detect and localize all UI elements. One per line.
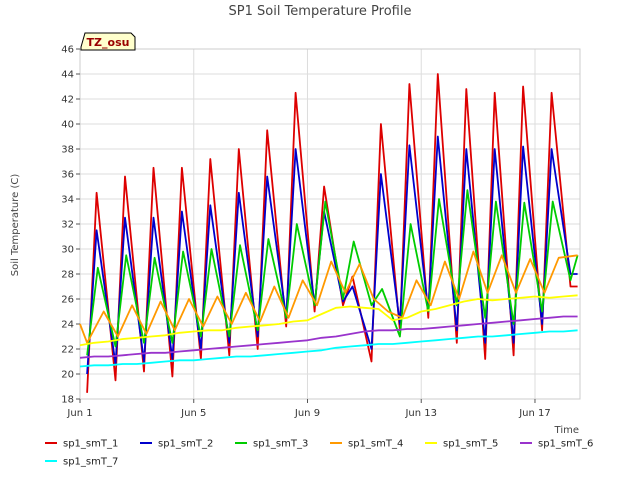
x-tick-label: Jun 1 <box>66 408 92 419</box>
series-line-sp1_smT_7 <box>79 329 578 368</box>
y-tick-label: 24 <box>61 320 74 331</box>
legend-label-sp1_smT_3: sp1_smT_3 <box>253 439 308 450</box>
tz-badge-box <box>80 32 136 51</box>
x-tick-label: Jun 13 <box>404 408 437 419</box>
tz-badge-label: TZ_osu <box>87 36 130 49</box>
y-tick-label: 20 <box>61 370 74 381</box>
y-tick-label: 36 <box>61 170 74 181</box>
x-tick-label: Jun 5 <box>180 408 206 419</box>
legend: sp1_smT_1 sp1_smT_2 sp1_smT_3 sp1_smT_4 sp1_… <box>45 439 593 468</box>
y-tick-label: 32 <box>61 220 74 231</box>
y-tick-label: 46 <box>61 45 74 56</box>
y-tick-label: 26 <box>61 295 74 306</box>
y-tick-label: 18 <box>61 395 74 406</box>
series-line-sp1_smT_3 <box>86 189 579 356</box>
x-axis-label: Time <box>554 425 579 436</box>
series-line-sp1_smT_4 <box>79 250 578 344</box>
x-tick-label: Jun 17 <box>518 408 551 419</box>
legend-label-sp1_smT_1: sp1_smT_1 <box>63 439 118 450</box>
chart-title: SP1 Soil Temperature Profile <box>229 4 412 19</box>
x-tick-label: Jun 9 <box>294 408 320 419</box>
y-tick-label: 28 <box>61 270 74 281</box>
legend-label-sp1_smT_7: sp1_smT_7 <box>63 457 118 468</box>
legend-label-sp1_smT_2: sp1_smT_2 <box>158 439 213 450</box>
y-tick-label: 22 <box>61 345 74 356</box>
y-tick-label: 30 <box>61 245 74 256</box>
series-line-sp1_smT_5 <box>79 294 578 347</box>
legend-label-sp1_smT_6: sp1_smT_6 <box>538 439 593 450</box>
y-tick-label: 42 <box>61 95 74 106</box>
y-axis-label: Soil Temperature (C) <box>10 174 21 277</box>
y-tick-label: 40 <box>61 120 74 131</box>
y-tick-label: 44 <box>61 70 74 81</box>
y-tick-label: 38 <box>61 145 74 156</box>
plot-area: 18 20 22 24 26 28 30 32 34 36 38 40 42 44 46 Jun 1 Jun 5… <box>61 45 581 419</box>
y-tick-label: 34 <box>61 195 74 206</box>
tz-badge: TZ_osu <box>80 32 136 51</box>
legend-label-sp1_smT_4: sp1_smT_4 <box>348 439 403 450</box>
legend-label-sp1_smT_5: sp1_smT_5 <box>443 439 498 450</box>
series-line-sp1_smT_6 <box>79 315 578 359</box>
